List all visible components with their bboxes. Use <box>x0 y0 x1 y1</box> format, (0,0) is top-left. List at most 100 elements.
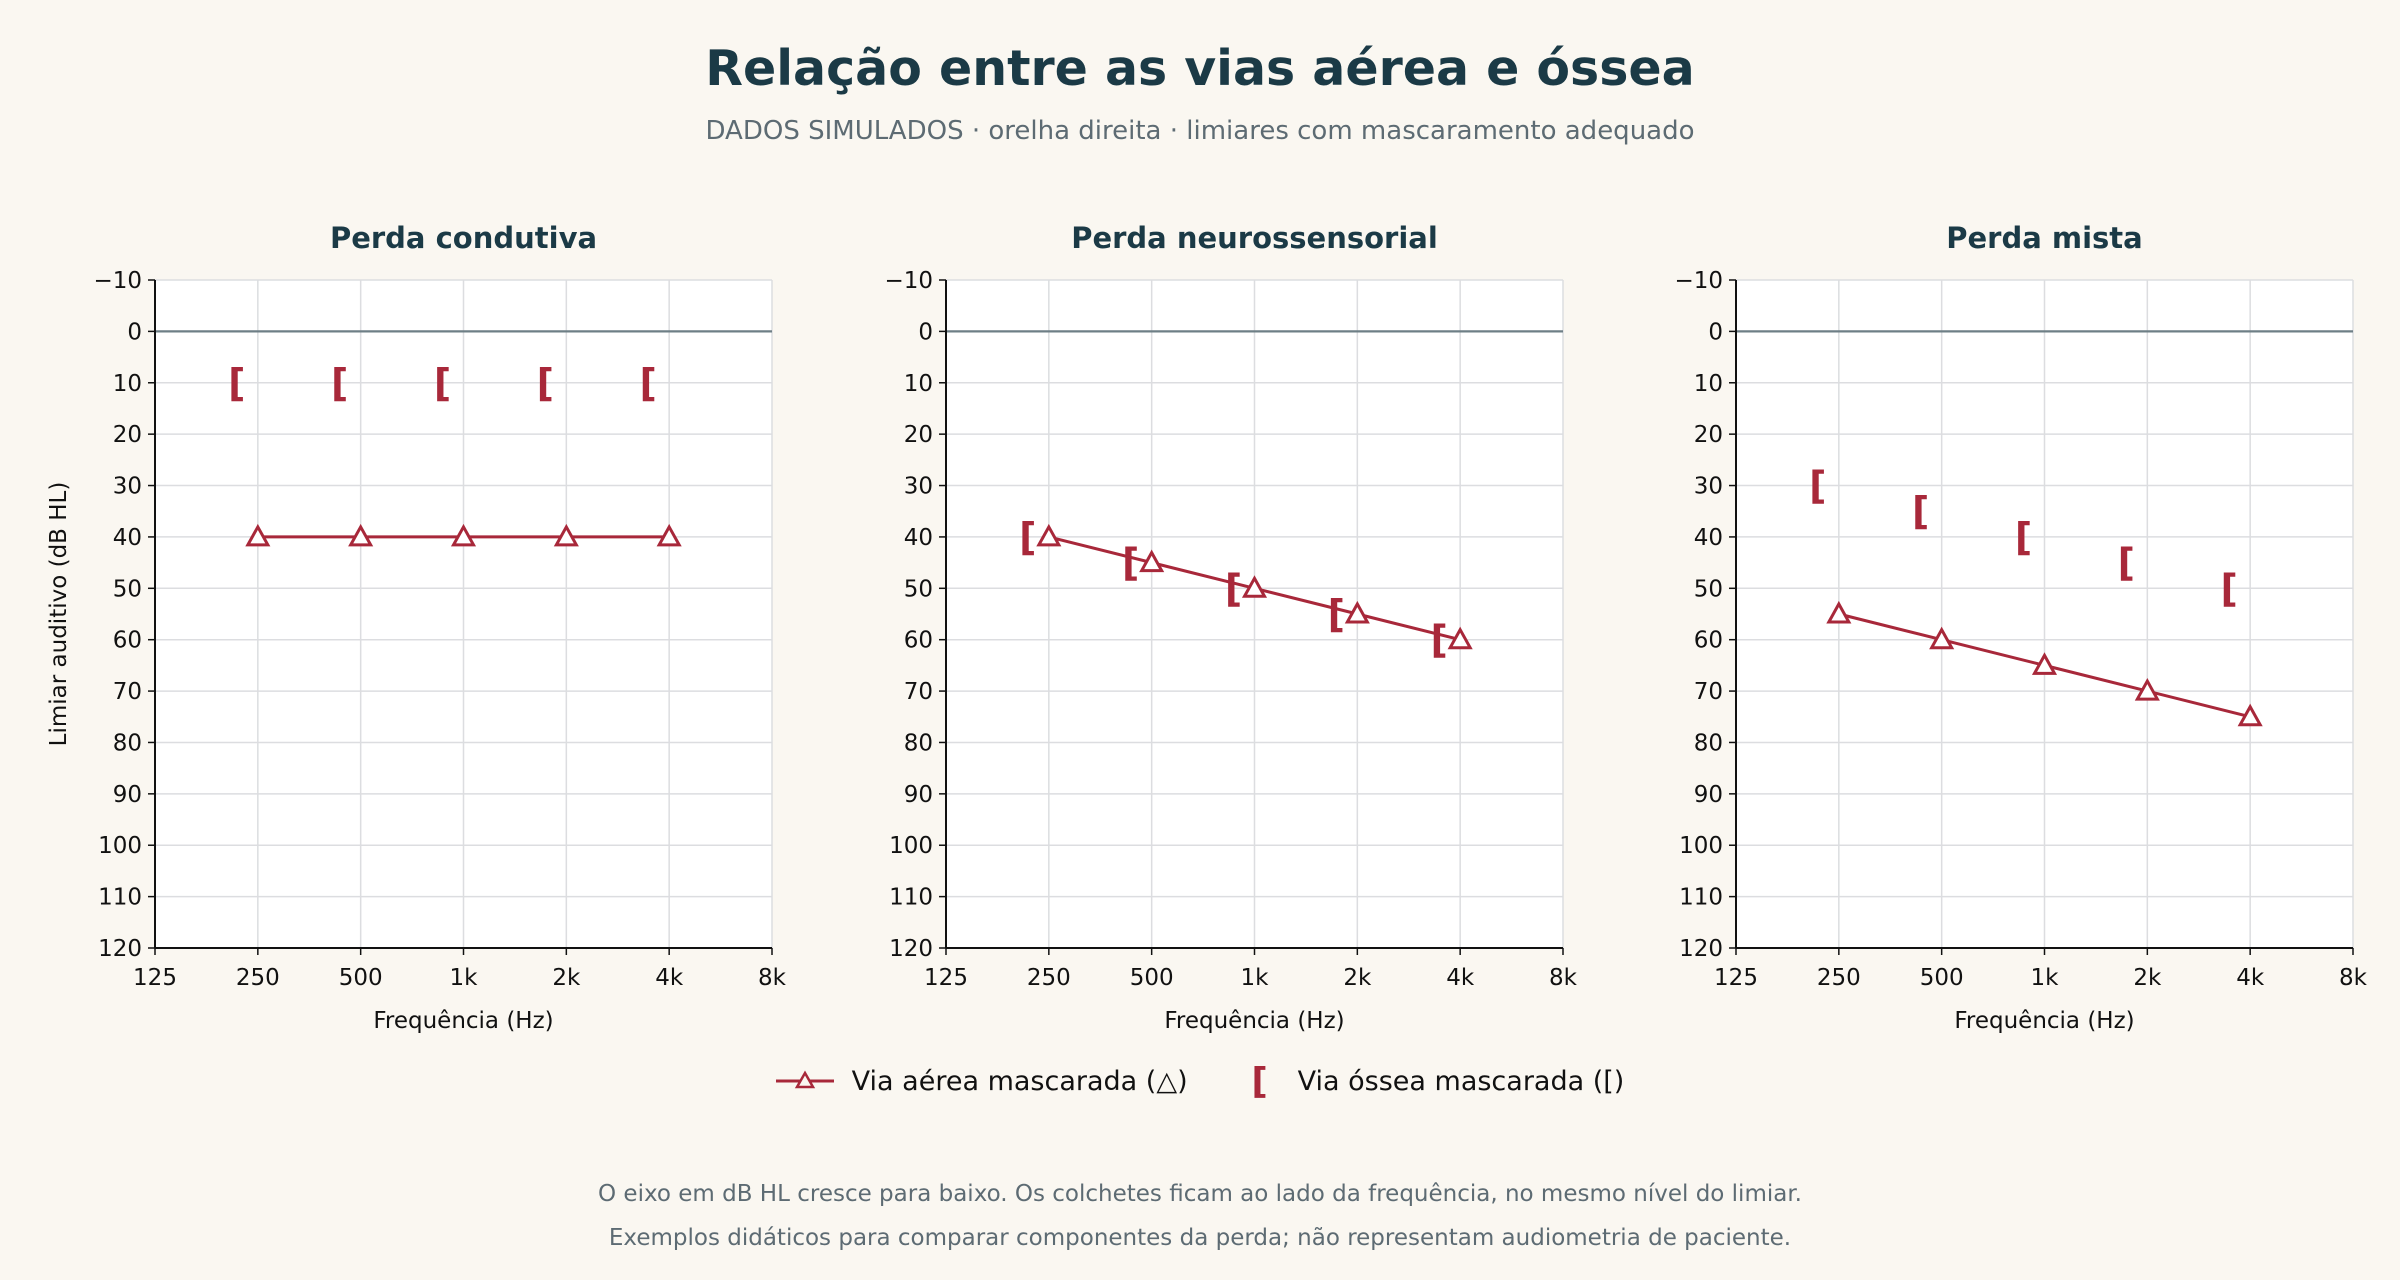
y-tick-label: 30 <box>904 474 933 500</box>
y-tick-label: 50 <box>1694 576 1723 602</box>
y-tick-label: 80 <box>1694 730 1723 756</box>
y-tick-label: 110 <box>98 885 142 911</box>
y-tick-label: −10 <box>93 268 142 294</box>
y-tick-label: 90 <box>1694 782 1723 808</box>
x-tick-label: 250 <box>1817 965 1861 991</box>
bone-conduction-point: [ <box>2015 515 2032 559</box>
bone-conduction-point: [ <box>537 361 554 405</box>
x-tick-label: 125 <box>924 965 968 991</box>
bone-conduction-point: [ <box>1328 592 1345 636</box>
x-tick-label: 2k <box>2133 965 2162 991</box>
y-tick-label: 10 <box>1694 371 1723 397</box>
y-tick-label: 70 <box>113 679 142 705</box>
y-tick-label: 80 <box>113 730 142 756</box>
y-tick-label: 20 <box>904 422 933 448</box>
air-conduction-point <box>245 523 271 547</box>
bone-conduction-point: [ <box>1430 618 1447 662</box>
x-axis-label: Frequência (Hz) <box>1164 1008 1344 1034</box>
y-tick-label: 110 <box>889 885 933 911</box>
air-conduction-point <box>2237 703 2263 727</box>
air-conduction-point <box>1139 549 1165 573</box>
x-tick-label: 500 <box>1130 965 1174 991</box>
y-tick-label: 60 <box>113 628 142 654</box>
air-line-triangle-icon <box>775 1070 834 1089</box>
footer-line-1: O eixo em dB HL cresce para baixo. Os co… <box>598 1181 1802 1207</box>
air-conduction-point <box>1036 523 1062 547</box>
y-tick-label: 40 <box>1694 525 1723 551</box>
x-axis-label: Frequência (Hz) <box>373 1008 553 1034</box>
x-tick-label: 125 <box>133 965 177 991</box>
air-conduction-point <box>450 523 477 547</box>
y-tick-label: 100 <box>98 833 142 859</box>
x-tick-label: 125 <box>1714 965 1758 991</box>
panel-title: Perda condutiva <box>330 221 597 255</box>
bone-conduction-point: [ <box>1809 464 1826 508</box>
y-tick-label: 100 <box>1679 833 1723 859</box>
air-conduction-point <box>1344 600 1370 624</box>
x-tick-label: 2k <box>552 965 581 991</box>
x-tick-label: 4k <box>655 965 684 991</box>
bone-bracket-icon: [ <box>1251 1060 1268 1102</box>
legend-item-air: Via aérea mascarada (△) <box>775 1065 1188 1097</box>
y-tick-label: 0 <box>918 319 933 345</box>
legend-air-label: Via aérea mascarada (△) <box>851 1065 1188 1097</box>
x-tick-label: 500 <box>339 965 383 991</box>
legend: Via aérea mascarada (△) [ Via óssea masc… <box>0 1060 2400 1102</box>
y-tick-label: 10 <box>113 371 142 397</box>
y-tick-label: 60 <box>1694 628 1723 654</box>
y-tick-label: 30 <box>113 474 142 500</box>
x-tick-label: 1k <box>1241 965 1270 991</box>
y-tick-label: 40 <box>904 525 933 551</box>
air-conduction-point <box>1929 626 1955 650</box>
bone-conduction-point: [ <box>1912 489 1929 533</box>
x-tick-label: 250 <box>236 965 280 991</box>
x-tick-label: 8k <box>2339 965 2368 991</box>
air-conduction-point <box>348 523 374 547</box>
legend-bone-label: Via óssea mascarada ([) <box>1297 1065 1625 1097</box>
y-tick-label: 70 <box>904 679 933 705</box>
y-tick-label: 70 <box>1694 679 1723 705</box>
panel-title: Perda neurossensorial <box>1071 221 1438 255</box>
y-tick-label: 0 <box>1708 319 1723 345</box>
x-tick-label: 2k <box>1343 965 1372 991</box>
y-tick-label: 40 <box>113 525 142 551</box>
y-tick-label: 30 <box>1694 474 1723 500</box>
panel-1: −10 0 10 20 30 40 50 60 70 80 90 100 110 120 125 250 500… <box>46 221 787 1034</box>
bone-conduction-point: [ <box>1225 566 1242 610</box>
y-axis-label: Limiar auditivo (dB HL) <box>46 482 72 747</box>
y-tick-label: 90 <box>113 782 142 808</box>
air-conduction-point <box>1241 575 1268 598</box>
x-tick-label: 8k <box>1549 965 1578 991</box>
panel-2: −10 0 10 20 30 40 50 60 70 80 90 100 110 120 125 250 500… <box>884 221 1577 1034</box>
y-tick-label: 120 <box>1679 936 1723 962</box>
air-conduction-point <box>553 523 579 547</box>
bone-conduction-point: [ <box>2118 541 2135 585</box>
y-tick-label: 120 <box>889 936 933 962</box>
bone-conduction-point: [ <box>2220 566 2237 610</box>
y-tick-label: 0 <box>127 319 142 345</box>
y-tick-label: 50 <box>904 576 933 602</box>
y-tick-label: −10 <box>884 268 933 294</box>
air-conduction-point <box>2134 677 2160 701</box>
air-conduction-point <box>1826 600 1852 624</box>
bone-conduction-point: [ <box>331 361 348 405</box>
bone-conduction-point: [ <box>228 361 245 405</box>
panel-3: −10 0 10 20 30 40 50 60 70 80 90 100 110 120 125 250 500… <box>1674 221 2367 1034</box>
x-tick-label: 4k <box>1446 965 1475 991</box>
y-tick-label: 110 <box>1679 885 1723 911</box>
x-tick-label: 1k <box>450 965 479 991</box>
x-tick-label: 250 <box>1027 965 1071 991</box>
y-tick-label: 20 <box>113 422 142 448</box>
y-tick-label: 80 <box>904 730 933 756</box>
x-axis-label: Frequência (Hz) <box>1954 1008 2134 1034</box>
x-tick-label: 1k <box>2031 965 2060 991</box>
y-tick-label: 10 <box>904 371 933 397</box>
bone-conduction-point: [ <box>1019 515 1036 559</box>
panel-title: Perda mista <box>1946 221 2143 255</box>
footer-notes: O eixo em dB HL cresce para baixo. Os co… <box>0 1172 2400 1260</box>
y-tick-label: 50 <box>113 576 142 602</box>
bone-conduction-point: [ <box>434 361 451 405</box>
air-conduction-point <box>1447 626 1473 650</box>
legend-item-bone: [ Via óssea mascarada ([) <box>1240 1060 1625 1102</box>
